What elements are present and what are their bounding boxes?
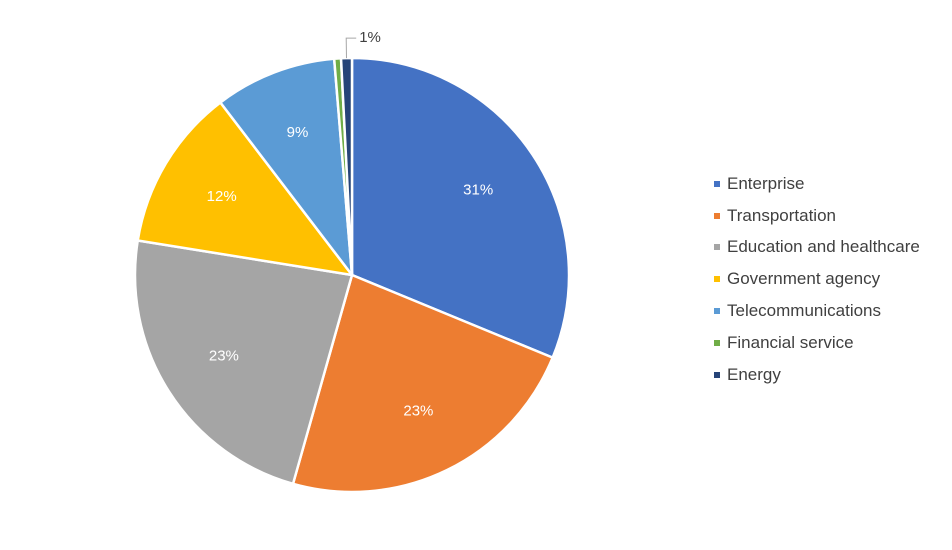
legend-label: Education and healthcare bbox=[727, 237, 920, 257]
pie-slice-telecommunications bbox=[219, 57, 354, 277]
legend-swatch bbox=[714, 212, 720, 219]
data-label-government-agency: 12% bbox=[207, 188, 237, 205]
legend-item-telecommunications: Telecommunications bbox=[714, 295, 920, 327]
pie-data-labels: 31% 23% 23% 12% 9% 1% bbox=[207, 29, 494, 420]
legend-label: Government agency bbox=[727, 269, 881, 289]
legend-label: Energy bbox=[727, 364, 781, 384]
legend-item-enterprise: Enterprise bbox=[714, 168, 920, 200]
pie-slice-enterprise bbox=[350, 56, 571, 359]
legend-swatch bbox=[714, 308, 720, 315]
legend-label: Financial service bbox=[727, 332, 854, 352]
legend-swatch bbox=[714, 339, 720, 346]
data-label-energy: 1% bbox=[359, 29, 381, 46]
legend-swatch bbox=[714, 180, 720, 187]
legend-swatch bbox=[714, 244, 720, 251]
legend-swatch bbox=[714, 371, 720, 378]
chart-legend: Enterprise Transportation Education and he… bbox=[714, 168, 920, 391]
pie-slice-transportation bbox=[291, 273, 554, 494]
pie-slices bbox=[133, 56, 571, 494]
legend-item-energy: Energy bbox=[714, 359, 920, 391]
legend-item-education-and-healthcare: Education and healthcare bbox=[714, 232, 920, 264]
pie-slice-education-and-healthcare bbox=[133, 239, 354, 486]
data-label-transportation: 23% bbox=[403, 403, 433, 420]
legend-item-financial-service: Financial service bbox=[714, 327, 920, 359]
data-label-education-and-healthcare: 23% bbox=[209, 348, 239, 365]
legend-label: Transportation bbox=[727, 205, 836, 225]
legend-label: Enterprise bbox=[727, 173, 805, 193]
legend-swatch bbox=[714, 276, 720, 283]
pie-slice-government-agency bbox=[136, 101, 354, 277]
leader-line-energy bbox=[345, 37, 357, 59]
data-label-telecommunications: 9% bbox=[287, 124, 309, 141]
data-label-enterprise: 31% bbox=[463, 181, 493, 198]
legend-item-government-agency: Government agency bbox=[714, 263, 920, 295]
legend-item-transportation: Transportation bbox=[714, 200, 920, 232]
legend-label: Telecommunications bbox=[727, 301, 882, 321]
